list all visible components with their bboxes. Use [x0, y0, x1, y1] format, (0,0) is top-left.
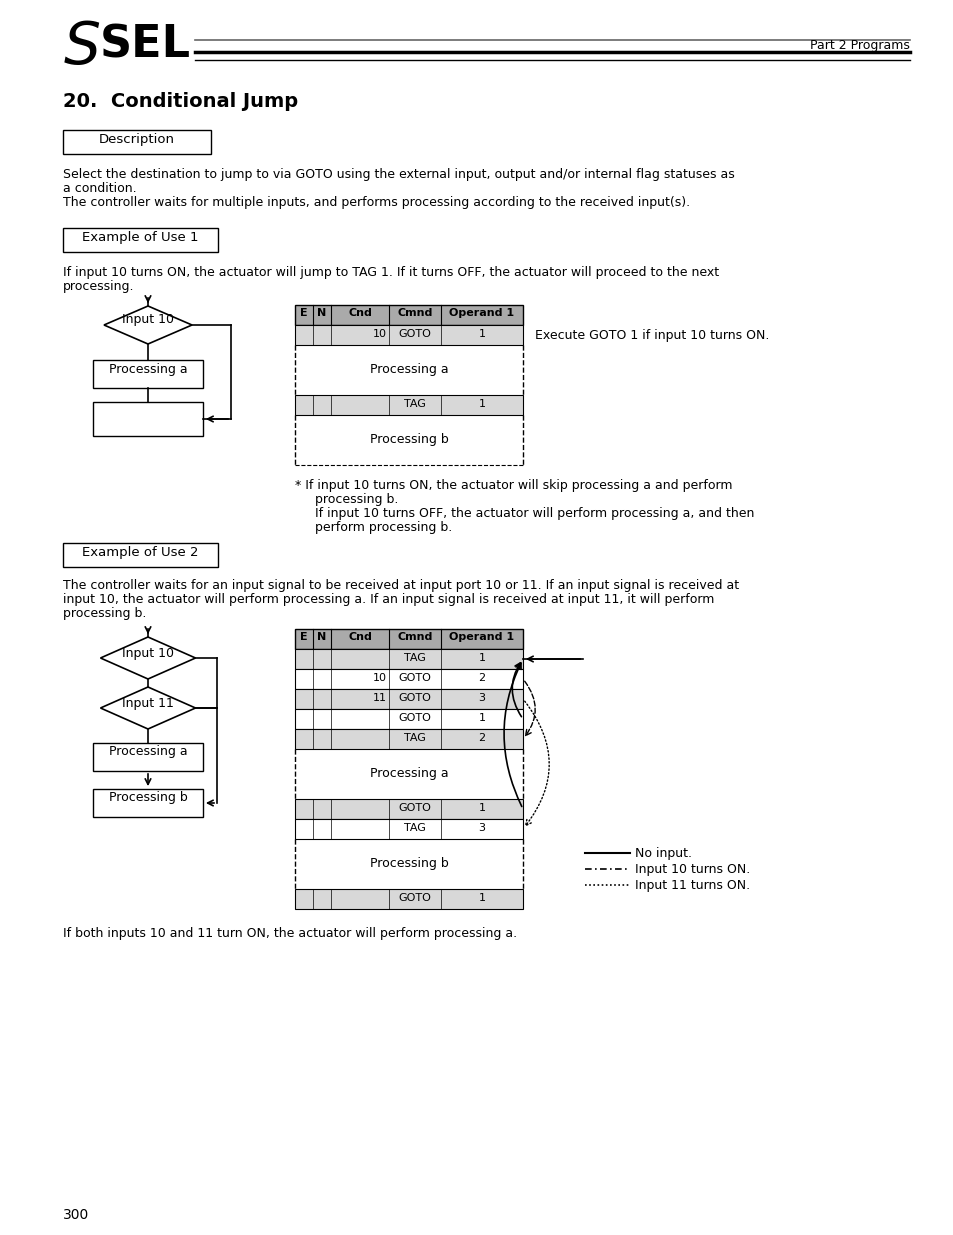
Text: 3: 3 — [478, 823, 485, 832]
Text: GOTO: GOTO — [398, 329, 431, 338]
Text: GOTO: GOTO — [398, 673, 431, 683]
Text: 1: 1 — [478, 713, 485, 722]
Text: If both inputs 10 and 11 turn ON, the actuator will perform processing a.: If both inputs 10 and 11 turn ON, the ac… — [63, 927, 517, 940]
FancyBboxPatch shape — [294, 669, 522, 689]
Text: Processing a: Processing a — [109, 363, 187, 375]
Text: The controller waits for multiple inputs, and performs processing according to t: The controller waits for multiple inputs… — [63, 196, 689, 209]
Text: N: N — [317, 308, 326, 317]
Text: TAG: TAG — [404, 653, 425, 663]
Text: input 10, the actuator will perform processing a. If an input signal is received: input 10, the actuator will perform proc… — [63, 593, 714, 606]
FancyBboxPatch shape — [294, 325, 522, 345]
FancyBboxPatch shape — [92, 403, 203, 436]
Text: 11: 11 — [373, 693, 387, 703]
Text: 10: 10 — [373, 329, 387, 338]
Text: Cmnd: Cmnd — [396, 308, 433, 317]
Text: E: E — [300, 632, 308, 642]
Text: 1: 1 — [478, 399, 485, 409]
Text: If input 10 turns OFF, the actuator will perform processing a, and then: If input 10 turns OFF, the actuator will… — [314, 508, 754, 520]
FancyBboxPatch shape — [294, 650, 522, 669]
Text: Input 10: Input 10 — [122, 314, 173, 326]
Text: * If input 10 turns ON, the actuator will skip processing a and perform: * If input 10 turns ON, the actuator wil… — [294, 479, 732, 492]
FancyBboxPatch shape — [294, 799, 522, 819]
Text: processing.: processing. — [63, 280, 134, 293]
Text: processing b.: processing b. — [63, 606, 146, 620]
Text: perform processing b.: perform processing b. — [314, 521, 452, 534]
Text: TAG: TAG — [404, 823, 425, 832]
Polygon shape — [100, 637, 195, 679]
Text: No input.: No input. — [635, 847, 691, 860]
Text: Processing b: Processing b — [109, 792, 187, 804]
Text: Part 2 Programs: Part 2 Programs — [809, 40, 909, 53]
Text: a condition.: a condition. — [63, 182, 136, 195]
FancyBboxPatch shape — [294, 629, 522, 650]
FancyBboxPatch shape — [294, 819, 522, 839]
Text: Processing a: Processing a — [109, 746, 187, 758]
Text: Execute GOTO 1 if input 10 turns ON.: Execute GOTO 1 if input 10 turns ON. — [535, 329, 768, 342]
Text: Operand 1: Operand 1 — [449, 632, 514, 642]
Text: 2: 2 — [478, 734, 485, 743]
Text: Cnd: Cnd — [348, 308, 372, 317]
Text: Operand 1: Operand 1 — [449, 308, 514, 317]
Text: Input 11 turns ON.: Input 11 turns ON. — [635, 879, 749, 892]
Text: Description: Description — [99, 133, 174, 146]
Text: Input 10: Input 10 — [122, 646, 173, 659]
Text: processing b.: processing b. — [314, 493, 398, 506]
Text: E: E — [300, 308, 308, 317]
Text: N: N — [317, 632, 326, 642]
Text: GOTO: GOTO — [398, 893, 431, 903]
Text: 2: 2 — [478, 673, 485, 683]
Polygon shape — [104, 306, 192, 345]
Text: Cmnd: Cmnd — [396, 632, 433, 642]
FancyBboxPatch shape — [63, 130, 211, 154]
Polygon shape — [100, 687, 195, 729]
FancyBboxPatch shape — [63, 228, 218, 252]
Text: 20.  Conditional Jump: 20. Conditional Jump — [63, 91, 297, 111]
Text: GOTO: GOTO — [398, 693, 431, 703]
FancyBboxPatch shape — [294, 709, 522, 729]
Text: Processing a: Processing a — [370, 363, 448, 375]
Text: Processing b: Processing b — [369, 857, 448, 869]
Text: GOTO: GOTO — [398, 713, 431, 722]
Text: Processing b: Processing b — [369, 433, 448, 446]
Text: 300: 300 — [63, 1208, 90, 1221]
Text: TAG: TAG — [404, 734, 425, 743]
Text: 10: 10 — [373, 673, 387, 683]
FancyBboxPatch shape — [294, 729, 522, 748]
Text: Example of Use 1: Example of Use 1 — [82, 231, 198, 245]
Text: SEL: SEL — [100, 23, 191, 65]
FancyBboxPatch shape — [63, 543, 218, 567]
FancyBboxPatch shape — [294, 395, 522, 415]
Text: Processing a: Processing a — [370, 767, 448, 781]
Text: Example of Use 2: Example of Use 2 — [82, 546, 198, 559]
FancyBboxPatch shape — [294, 305, 522, 325]
Text: Input 10 turns ON.: Input 10 turns ON. — [635, 863, 749, 876]
Text: If input 10 turns ON, the actuator will jump to TAG 1. If it turns OFF, the actu: If input 10 turns ON, the actuator will … — [63, 266, 719, 279]
Text: GOTO: GOTO — [398, 803, 431, 813]
FancyBboxPatch shape — [92, 743, 203, 771]
Text: TAG: TAG — [404, 399, 425, 409]
Text: Input 11: Input 11 — [122, 697, 173, 709]
Text: $\mathit{S}$: $\mathit{S}$ — [63, 20, 100, 77]
FancyBboxPatch shape — [294, 689, 522, 709]
Text: Cnd: Cnd — [348, 632, 372, 642]
Text: 1: 1 — [478, 803, 485, 813]
Text: 1: 1 — [478, 893, 485, 903]
Text: Select the destination to jump to via GOTO using the external input, output and/: Select the destination to jump to via GO… — [63, 168, 734, 182]
Text: The controller waits for an input signal to be received at input port 10 or 11. : The controller waits for an input signal… — [63, 579, 739, 592]
Text: 1: 1 — [478, 329, 485, 338]
FancyBboxPatch shape — [294, 889, 522, 909]
FancyBboxPatch shape — [92, 359, 203, 388]
Text: 3: 3 — [478, 693, 485, 703]
Text: 1: 1 — [478, 653, 485, 663]
FancyBboxPatch shape — [92, 789, 203, 818]
